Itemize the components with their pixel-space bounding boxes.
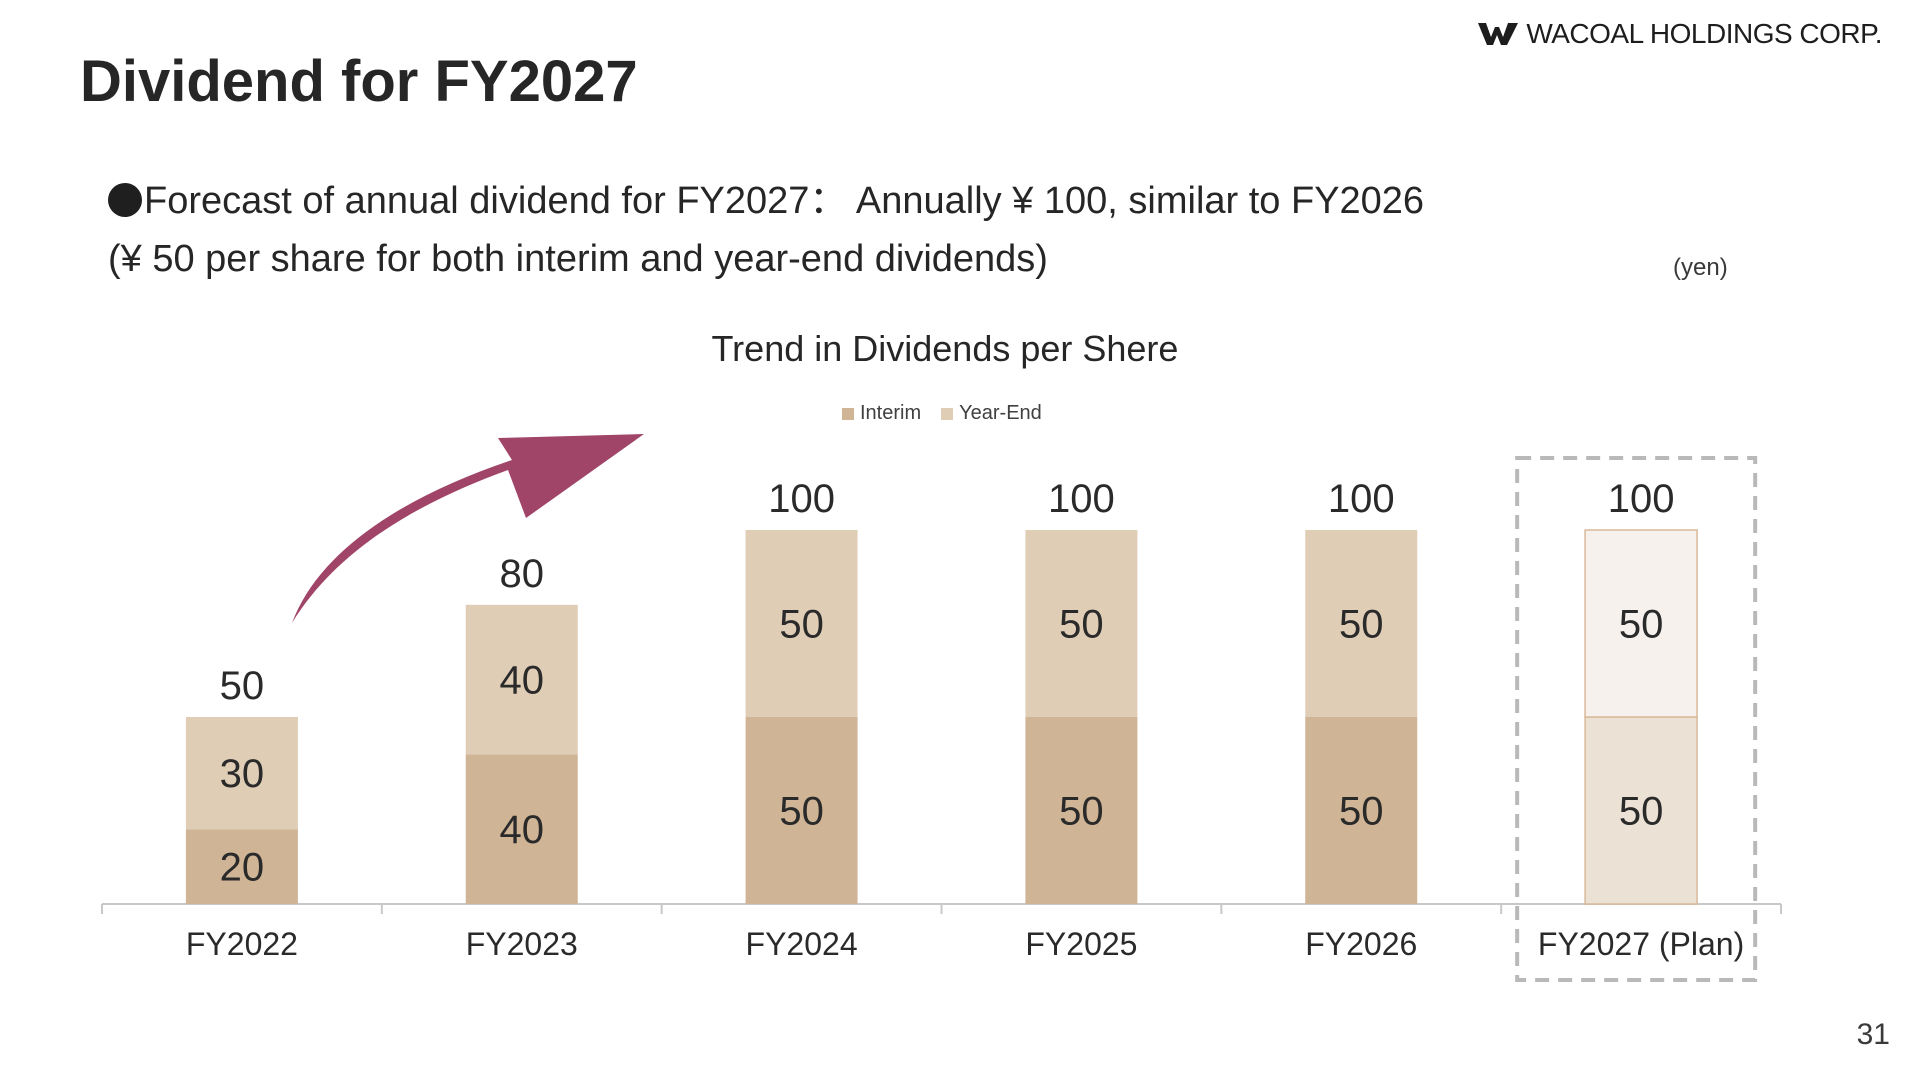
category-label: FY2025	[1025, 926, 1137, 962]
legend-label-year-end: Year-End	[959, 402, 1042, 424]
data-label-interim: 50	[779, 790, 824, 834]
bar-interim-fy2022	[185, 829, 298, 904]
data-label-interim: 50	[1619, 790, 1664, 834]
total-label: 100	[768, 477, 835, 521]
data-label-year-end: 30	[220, 752, 265, 796]
summary-text: Forecast of annual dividend for FY2027： …	[108, 172, 1424, 288]
category-label: FY2022	[186, 926, 298, 962]
chart-title: Trend in Dividends per Shere	[711, 328, 1179, 369]
data-label-year-end: 50	[1339, 603, 1384, 647]
total-label: 50	[220, 664, 265, 708]
growth-arrow-icon	[292, 434, 644, 623]
page-number: 31	[1856, 1018, 1890, 1051]
category-label: FY2024	[746, 926, 858, 962]
bar-interim-fy2025	[1025, 717, 1138, 904]
bar-interim-fy2026	[1305, 717, 1418, 904]
data-label-year-end: 40	[500, 659, 545, 703]
total-label: 80	[500, 552, 545, 596]
bar-year-end-fy2025	[1025, 530, 1138, 717]
company-logo: WACOAL HOLDINGS CORP.	[1478, 18, 1882, 50]
data-label-year-end: 50	[1619, 603, 1664, 647]
data-label-year-end: 50	[1059, 603, 1104, 647]
category-label: FY2026	[1305, 926, 1417, 962]
bar-interim-fy2024	[745, 717, 858, 904]
total-label: 100	[1608, 477, 1675, 521]
legend-item-year-end: Year-End	[941, 402, 1042, 425]
total-label: 100	[1328, 477, 1395, 521]
bar-year-end-fy2023	[465, 604, 578, 755]
bar-interim-fy2027-plan	[1584, 716, 1698, 905]
plan-highlight-box	[1515, 456, 1758, 982]
legend-swatch-year-end	[941, 407, 954, 420]
category-label: FY2027 (Plan)	[1538, 926, 1744, 962]
summary-line-1: Forecast of annual dividend for FY2027： …	[108, 172, 1424, 230]
unit-label: (yen)	[1673, 254, 1728, 281]
bar-year-end-fy2022	[185, 717, 298, 830]
wacoal-logo-icon	[1478, 23, 1519, 45]
bar-year-end-fy2027-plan	[1584, 529, 1698, 718]
chart-legend: Interim Year-End	[842, 402, 1042, 425]
total-label: 100	[1048, 477, 1115, 521]
summary-line-2: (¥ 50 per share for both interim and yea…	[108, 238, 1048, 280]
legend-swatch-interim	[842, 407, 854, 420]
bullet-icon	[108, 183, 142, 217]
data-label-interim: 50	[1339, 790, 1384, 834]
data-label-interim: 20	[220, 846, 265, 890]
page-title: Dividend for FY2027	[80, 49, 638, 114]
bar-year-end-fy2024	[745, 530, 858, 717]
legend-item-interim: Interim	[842, 402, 921, 425]
data-label-interim: 50	[1059, 790, 1104, 834]
category-label: FY2023	[466, 926, 578, 962]
legend-label-interim: Interim	[860, 402, 922, 424]
company-name: WACOAL HOLDINGS CORP.	[1526, 18, 1882, 49]
data-label-year-end: 50	[779, 603, 824, 647]
bar-year-end-fy2026	[1305, 530, 1418, 717]
data-label-interim: 40	[500, 808, 545, 852]
bar-interim-fy2023	[465, 754, 578, 904]
